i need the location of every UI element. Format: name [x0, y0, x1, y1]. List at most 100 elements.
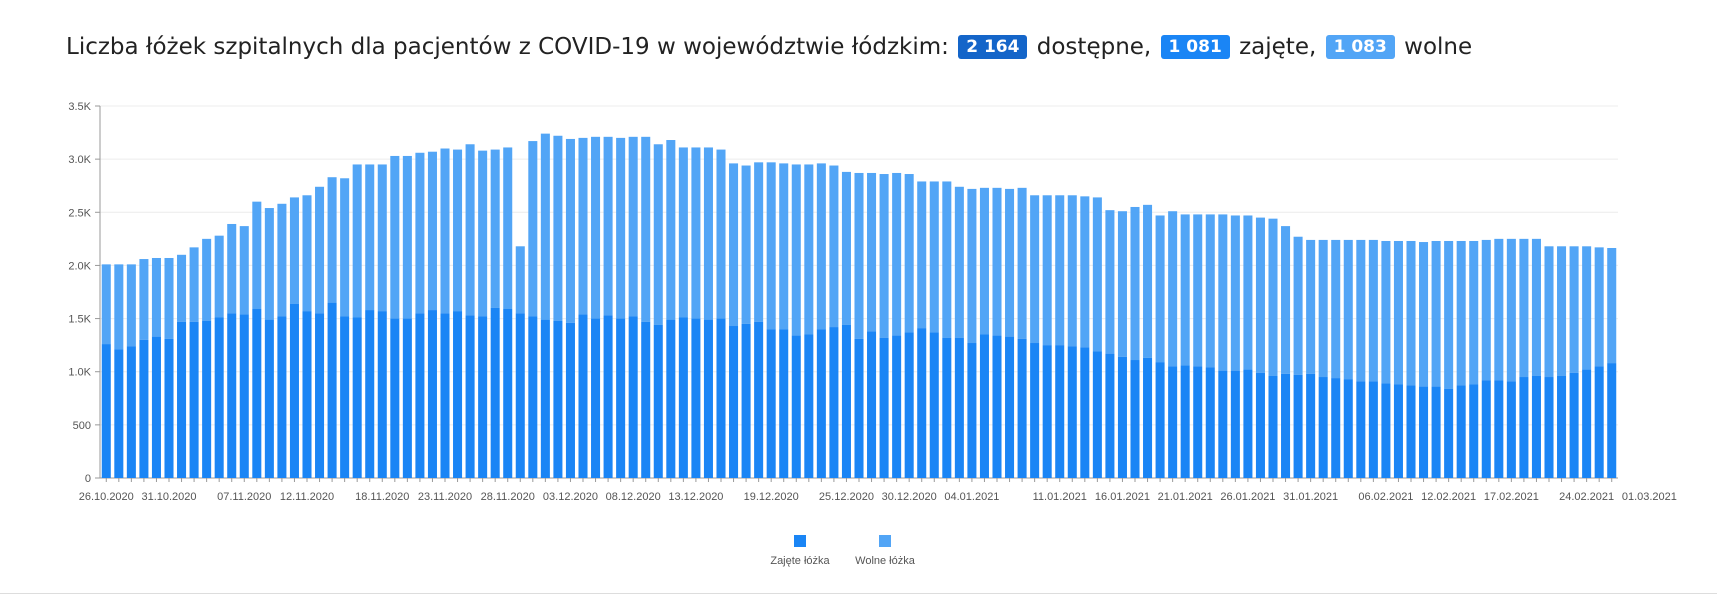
- bar-occupied: [954, 337, 964, 478]
- bar-free: [616, 137, 626, 319]
- bar-occupied: [1092, 351, 1102, 478]
- bar-occupied: [1155, 362, 1165, 478]
- bar-occupied: [979, 334, 989, 478]
- bar-occupied: [1393, 384, 1403, 478]
- bar-occupied: [126, 346, 136, 478]
- bar-occupied: [1569, 372, 1579, 478]
- bar-occupied: [729, 326, 739, 478]
- bar-free: [879, 174, 889, 338]
- bar-free: [1444, 240, 1454, 389]
- bar-occupied: [653, 324, 663, 478]
- x-tick-label: 12.02.2021: [1421, 491, 1476, 503]
- bar-free: [465, 144, 475, 316]
- x-tick-label: 31.01.2021: [1283, 491, 1338, 503]
- bar-free: [315, 186, 325, 314]
- bar-free: [202, 238, 212, 321]
- bar-occupied: [1067, 346, 1077, 478]
- bar-occupied: [1030, 343, 1040, 478]
- bar-free: [1506, 238, 1516, 382]
- bar-occupied: [239, 314, 249, 478]
- bar-occupied: [591, 318, 601, 478]
- free-label: wolne: [1404, 34, 1473, 60]
- x-tick-label: 31.10.2020: [141, 491, 196, 503]
- bar-occupied: [804, 334, 814, 478]
- bar-free: [1582, 246, 1592, 370]
- bar-occupied: [1456, 385, 1466, 478]
- bar-occupied: [252, 309, 262, 478]
- x-tick-label: 17.02.2021: [1484, 491, 1539, 503]
- bar-free: [1117, 211, 1127, 357]
- bar-occupied: [151, 336, 161, 478]
- divider: [0, 593, 1717, 594]
- bar-occupied: [616, 318, 626, 478]
- bar-occupied: [942, 337, 952, 478]
- bar-free: [1205, 214, 1215, 368]
- bar-occupied: [1343, 379, 1353, 478]
- bar-occupied: [1519, 377, 1529, 478]
- bar-free: [1343, 239, 1353, 380]
- bar-free: [1293, 236, 1303, 375]
- bar-occupied: [691, 318, 701, 478]
- bar-free: [779, 163, 789, 330]
- bar-occupied: [1255, 372, 1265, 478]
- bar-occupied: [603, 315, 613, 478]
- bar-occupied: [565, 322, 575, 478]
- bar-free: [666, 140, 676, 320]
- bar-free: [252, 201, 262, 310]
- bar-free: [277, 203, 287, 317]
- bar-free: [1218, 214, 1228, 371]
- bar-occupied: [1168, 366, 1178, 478]
- bar-free: [804, 164, 814, 335]
- legend-item-free[interactable]: Wolne łóżka: [840, 531, 930, 567]
- bar-occupied: [1381, 383, 1391, 478]
- bar-occupied: [1506, 381, 1516, 478]
- bar-occupied: [1243, 369, 1253, 478]
- bar-occupied: [1494, 380, 1504, 478]
- bar-occupied: [766, 329, 776, 478]
- x-tick-label: 07.11.2020: [217, 491, 271, 503]
- bar-free: [691, 147, 701, 319]
- bar-free: [1419, 242, 1429, 387]
- bar-occupied: [967, 343, 977, 478]
- bar-free: [854, 172, 864, 339]
- bar-free: [1255, 217, 1265, 373]
- bar-free: [227, 223, 237, 314]
- bar-free: [139, 259, 149, 340]
- bar-free: [1569, 246, 1579, 373]
- x-tick-label: 28.11.2020: [481, 491, 535, 503]
- bar-free: [1080, 196, 1090, 348]
- bar-occupied: [829, 327, 839, 478]
- bar-occupied: [503, 309, 513, 478]
- bar-free: [1243, 215, 1253, 370]
- bar-occupied: [716, 318, 726, 478]
- bar-occupied: [1080, 347, 1090, 478]
- bar-occupied: [1607, 363, 1617, 478]
- bar-free: [741, 165, 751, 324]
- bar-occupied: [917, 328, 927, 478]
- bar-occupied: [1268, 375, 1278, 478]
- y-tick-label: 2.5K: [68, 207, 91, 219]
- bar-free: [478, 150, 488, 317]
- bar-free: [904, 174, 914, 333]
- bar-occupied: [352, 317, 362, 478]
- page-title: Liczba łóżek szpitalnych dla pacjentów z…: [66, 34, 1472, 60]
- bar-occupied: [1017, 338, 1027, 478]
- bar-occupied: [1356, 381, 1366, 478]
- bar-free: [553, 135, 563, 321]
- bar-free: [829, 165, 839, 328]
- bar-free: [1092, 197, 1102, 352]
- bar-free: [1268, 218, 1278, 376]
- y-tick-label: 1.0K: [68, 367, 91, 379]
- bar-free: [954, 186, 964, 338]
- legend-item-occupied[interactable]: Zajęte łóżka: [755, 531, 845, 567]
- y-tick-label: 3.0K: [68, 154, 91, 166]
- bar-free: [164, 257, 174, 339]
- bar-occupied: [427, 310, 437, 478]
- y-tick-label: 500: [73, 420, 91, 432]
- bar-free: [1607, 247, 1617, 364]
- bar-occupied: [741, 323, 751, 478]
- bar-occupied: [628, 316, 638, 478]
- bar-free: [101, 264, 111, 345]
- bar-free: [992, 187, 1002, 336]
- bar-occupied: [867, 331, 877, 478]
